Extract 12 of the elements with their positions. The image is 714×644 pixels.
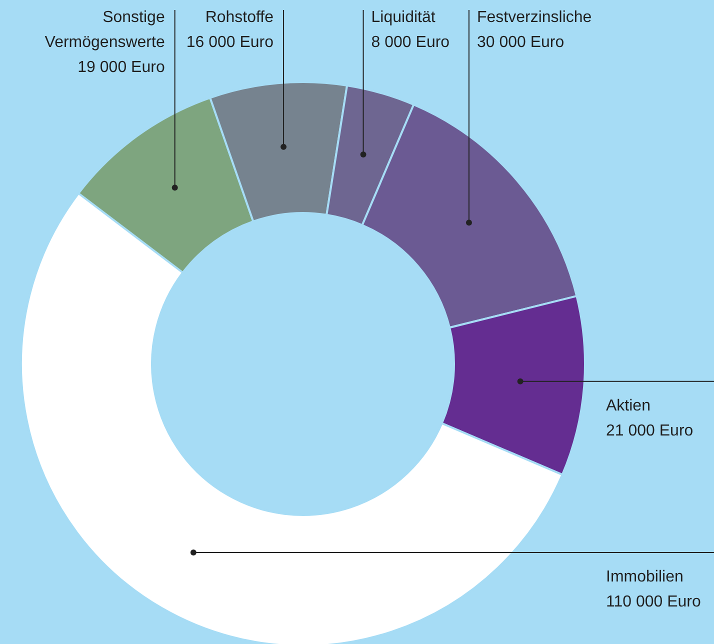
data-label: 110 000 Euro	[606, 593, 701, 610]
slice-label: Liquidität	[371, 9, 436, 26]
slice-label: Sonstige Vermögenswerte	[44, 9, 165, 51]
slice-label: Aktien	[606, 397, 650, 414]
data-label: 19 000 Euro	[78, 59, 165, 76]
slice-label: Immobilien	[606, 568, 684, 586]
data-label: 30 000 Euro	[476, 34, 564, 51]
slice-label: Rohstoffe	[205, 9, 274, 26]
data-label: 21 000 Euro	[606, 422, 694, 440]
data-label: 8 000 Euro	[371, 34, 450, 51]
slice-label: Festverzinsliche	[476, 9, 592, 26]
data-label: 16 000 Euro	[186, 34, 274, 51]
